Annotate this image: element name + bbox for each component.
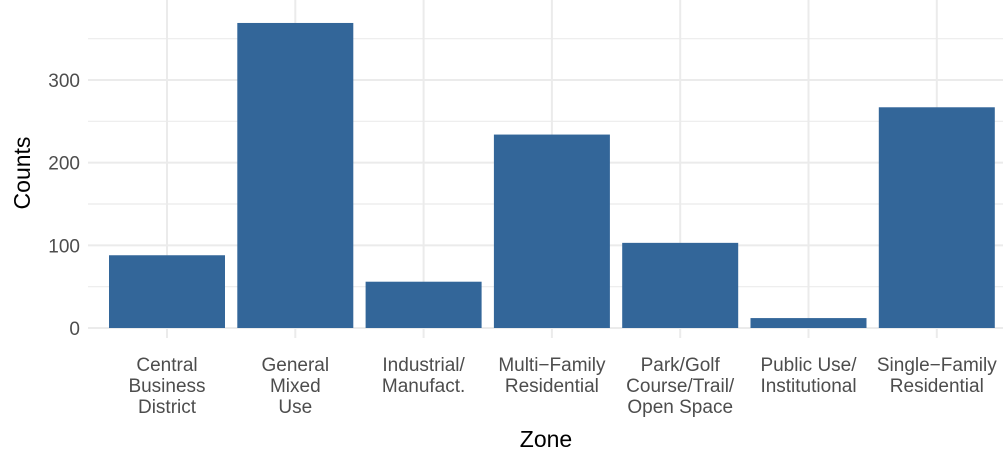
y-tick-label: 0 <box>69 319 80 340</box>
x-tick-label: Park/Golf Course/Trail/Open Space <box>626 355 735 418</box>
y-tick-label: 100 <box>48 236 80 257</box>
x-tick-labels: Central Business District General Mixed Use In… <box>128 355 997 418</box>
x-tick-label: General Mixed Use <box>261 355 329 418</box>
y-tick-labels: 0 100 200 300 <box>48 71 80 340</box>
x-axis-title: Zone <box>520 426 572 452</box>
x-tick-label: Industrial/Manufact. <box>382 355 466 397</box>
y-tick-label: 300 <box>48 71 80 92</box>
x-tick-label: Central Business District <box>128 355 205 418</box>
x-tick-label: Public Use/Institutional <box>760 355 857 397</box>
bars <box>109 22 995 329</box>
bar-0 <box>109 255 225 328</box>
x-tick-label: Single−Family Residential <box>877 355 997 397</box>
bar-3 <box>493 134 610 328</box>
bar-5 <box>750 318 867 328</box>
y-axis-title: Counts <box>9 137 35 210</box>
bar-2 <box>365 281 482 328</box>
x-tick-label: Multi−Family Residential <box>498 355 606 397</box>
y-tick-label: 200 <box>48 154 80 175</box>
bar-1 <box>237 22 354 329</box>
bar-4 <box>622 242 739 328</box>
bar-6 <box>878 107 995 328</box>
